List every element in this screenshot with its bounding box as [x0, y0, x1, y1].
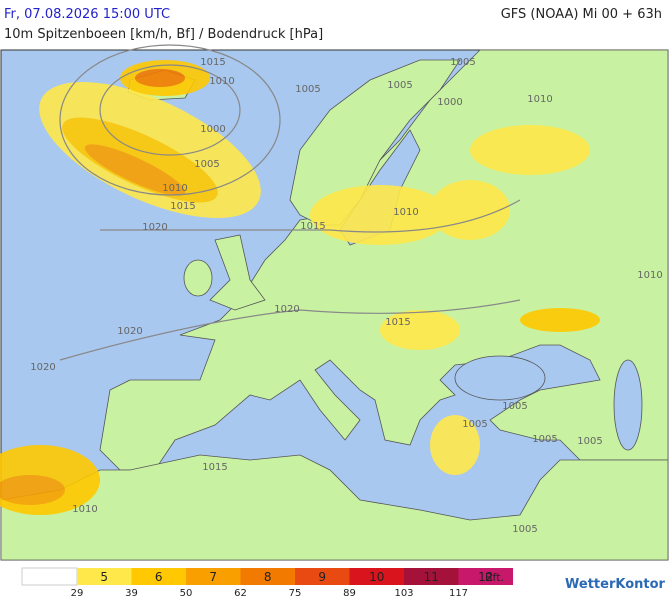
- legend-label: 6: [155, 570, 163, 584]
- legend-label: 9: [318, 570, 326, 584]
- legend-threshold: 62: [234, 588, 247, 599]
- legend-unit: Bft.: [485, 571, 504, 584]
- isobar-label: 1015: [202, 462, 227, 473]
- isobar-label: 1015: [300, 221, 325, 232]
- legend-label: 10: [369, 570, 384, 584]
- logo: WetterKontor: [565, 577, 666, 592]
- isobar-label: 1005: [194, 159, 219, 170]
- model-run: GFS (NOAA) Mi 00 + 63h: [501, 7, 662, 22]
- legend-swatch: [186, 568, 241, 585]
- legend-swatch: [240, 568, 295, 585]
- isobar-label: 1020: [117, 326, 142, 337]
- isobar-label: 1000: [200, 124, 225, 135]
- isobar-label: 1010: [72, 504, 97, 515]
- isobar-label: 1010: [527, 94, 552, 105]
- legend-swatch: [404, 568, 459, 585]
- legend-swatch: [349, 568, 404, 585]
- legend-swatch: [77, 568, 132, 585]
- legend-label: 8: [264, 570, 272, 584]
- isobar-label: 1020: [142, 222, 167, 233]
- legend-label: 7: [209, 570, 217, 584]
- legend-label: 5: [100, 570, 108, 584]
- isobar-label: 1015: [170, 201, 195, 212]
- legend-threshold: 29: [71, 588, 84, 599]
- land: [209, 234, 266, 311]
- isobar-label: 1010: [393, 207, 418, 218]
- isobar-label: 1005: [295, 84, 320, 95]
- isobar-label: 1015: [200, 57, 225, 68]
- legend-threshold: 50: [180, 588, 193, 599]
- isobar-label: 1005: [450, 57, 475, 68]
- isobar-label: 1005: [387, 80, 412, 91]
- legend-threshold: 103: [394, 588, 413, 599]
- legend-swatch: [458, 568, 513, 585]
- legend-swatch: [295, 568, 350, 585]
- datetime: Fr, 07.08.2026 15:00 UTC: [4, 7, 170, 22]
- isobar-label: 1010: [637, 270, 662, 281]
- isobars: [59, 44, 521, 361]
- isobar-label: 1005: [512, 524, 537, 535]
- isobar-label: 1015: [385, 317, 410, 328]
- wind-patches: [0, 60, 600, 515]
- subtitle: 10m Spitzenboeen [km/h, Bf] / Bodendruck…: [4, 27, 323, 42]
- legend-threshold: 117: [449, 588, 468, 599]
- legend-threshold: 75: [289, 588, 302, 599]
- legend-threshold: 89: [343, 588, 356, 599]
- legend-label: 11: [424, 570, 439, 584]
- isobar-label: 1005: [532, 434, 557, 445]
- isobar-label: 1020: [274, 304, 299, 315]
- isobar-label: 1005: [462, 419, 487, 430]
- isobar-label: 1005: [502, 401, 527, 412]
- isobar-label: 1020: [30, 362, 55, 373]
- map: [0, 44, 669, 561]
- isobar-label: 1010: [209, 76, 234, 87]
- legend-label: 12: [478, 570, 493, 584]
- isobar-label: 1010: [162, 183, 187, 194]
- isobar-label: 1005: [577, 436, 602, 447]
- isobar-label: 1000: [437, 97, 462, 108]
- legend-swatch: [131, 568, 186, 585]
- legend-threshold: 39: [125, 588, 138, 599]
